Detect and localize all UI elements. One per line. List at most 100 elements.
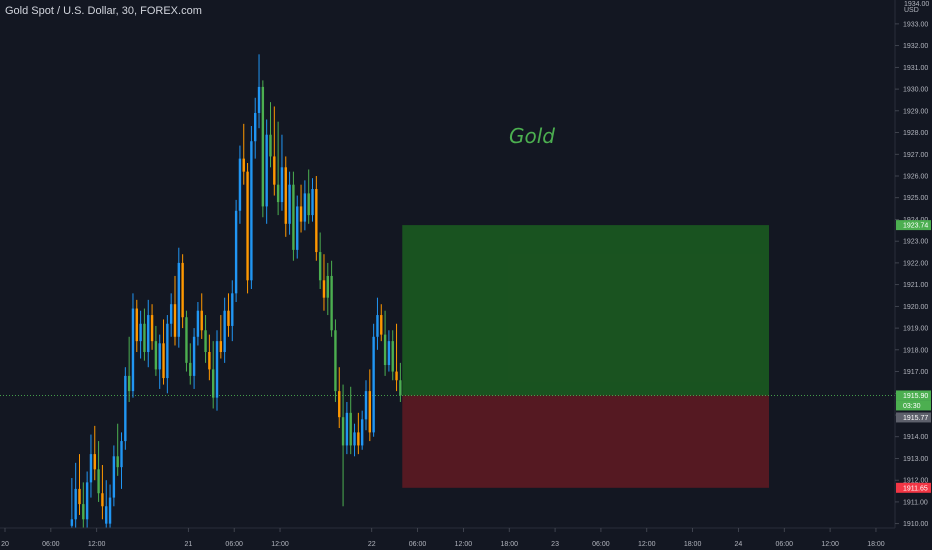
price-tag-label-countdown: 03:30: [903, 403, 921, 410]
time-tick-label: 06:00: [409, 541, 427, 548]
candle-body: [124, 375, 127, 442]
price-tag-last: [896, 412, 931, 423]
candle-body: [292, 184, 295, 250]
candle-body: [238, 158, 242, 211]
symbol-title: Gold Spot / U.S. Dollar, 30, FOREX.com: [5, 5, 202, 17]
candle-body: [242, 158, 245, 172]
price-tick-label: 1929.00: [903, 108, 928, 115]
candle-body: [116, 456, 119, 468]
candle-body: [387, 341, 391, 366]
candle-body: [254, 112, 257, 142]
profit-zone: [402, 225, 769, 396]
candle-body: [185, 317, 188, 363]
candle-body: [112, 456, 116, 498]
time-tick-label: 12:00: [638, 541, 656, 548]
price-tag-label-last: 1915.77: [903, 415, 928, 422]
price-tick-label: 1931.00: [903, 65, 928, 72]
candle-body: [196, 310, 200, 337]
price-tick-label: 1923.00: [903, 239, 928, 246]
candle-body: [231, 293, 234, 326]
candle-body: [169, 304, 173, 324]
price-tag-countdown: [896, 400, 931, 411]
price-tick-label: 1927.00: [903, 152, 928, 159]
candle-body: [345, 412, 349, 446]
candle-body: [349, 412, 352, 446]
candle-body: [395, 371, 398, 381]
candle-body: [296, 206, 299, 250]
candle-body: [120, 441, 123, 468]
candle-body: [307, 193, 310, 216]
candle-body: [219, 341, 223, 352]
price-tick-label: 1930.00: [903, 87, 928, 94]
candle-body: [250, 141, 253, 281]
candle-body: [273, 156, 276, 185]
candle-body: [315, 189, 318, 253]
time-tick-label: 06:00: [592, 541, 610, 548]
candle-body: [280, 167, 284, 203]
time-tick-label: 06:00: [42, 541, 60, 548]
candle-body: [303, 193, 307, 222]
candle-body: [166, 323, 169, 379]
price-tick-label: 1920.00: [903, 304, 928, 311]
candle-body: [227, 310, 230, 326]
candle-body: [177, 262, 181, 337]
time-tick-label: 23: [551, 541, 559, 548]
price-tick-label: 1922.00: [903, 260, 928, 267]
price-tick-label: 1910.00: [903, 521, 928, 528]
time-axis-background: [0, 528, 932, 550]
candle-body: [284, 167, 287, 224]
price-tick-label: 1932.00: [903, 43, 928, 50]
candle-body: [246, 171, 249, 281]
candle-body: [223, 310, 226, 352]
candle-body: [376, 315, 379, 337]
candle-body: [70, 519, 74, 526]
time-tick-label: 06:00: [225, 541, 243, 548]
candle-body: [364, 391, 368, 420]
candle-body: [82, 504, 85, 520]
loss-zone: [402, 395, 769, 488]
candle-body: [261, 86, 265, 207]
time-tick-label: 18:00: [500, 541, 518, 548]
candle-body: [288, 184, 291, 224]
candle-body: [162, 343, 165, 379]
candle-body: [257, 86, 261, 113]
currency-label: USD: [904, 7, 919, 14]
candle-body: [326, 275, 329, 298]
candle-body: [265, 134, 268, 207]
candle-body: [322, 280, 326, 298]
candle-body: [368, 391, 372, 433]
price-tag-current: [896, 390, 931, 401]
candle-body: [215, 341, 219, 398]
candle-body: [380, 315, 383, 335]
time-tick-label: 20: [1, 541, 9, 548]
price-tick-label: 1912.00: [903, 478, 928, 485]
candle-body: [108, 497, 112, 524]
time-tick-label: 12:00: [821, 541, 839, 548]
candle-body: [135, 308, 138, 342]
price-tag-label-current: 1915.90: [903, 393, 928, 400]
candle-body: [211, 369, 215, 398]
candle-body: [330, 275, 333, 331]
time-tick-label: 06:00: [776, 541, 794, 548]
candle-body: [204, 330, 207, 352]
candle-body: [93, 454, 96, 470]
price-tick-label: 1925.00: [903, 195, 928, 202]
candle-body: [181, 262, 184, 318]
gold-annotation: Gold: [509, 124, 555, 148]
candle-body: [158, 343, 161, 370]
candle-body: [334, 330, 337, 392]
candle-body: [173, 304, 177, 337]
price-tick-label: 1913.00: [903, 456, 928, 463]
price-tag-target: [896, 220, 931, 231]
candle-body: [353, 432, 356, 446]
candle-body: [74, 488, 77, 520]
candle-body: [234, 210, 238, 294]
candle-body: [357, 432, 360, 446]
candle-body: [143, 323, 146, 352]
candle-body: [105, 506, 108, 524]
time-tick-label: 12:00: [271, 541, 289, 548]
price-tick-label: 1918.00: [903, 347, 928, 354]
time-tick-label: 24: [735, 541, 743, 548]
